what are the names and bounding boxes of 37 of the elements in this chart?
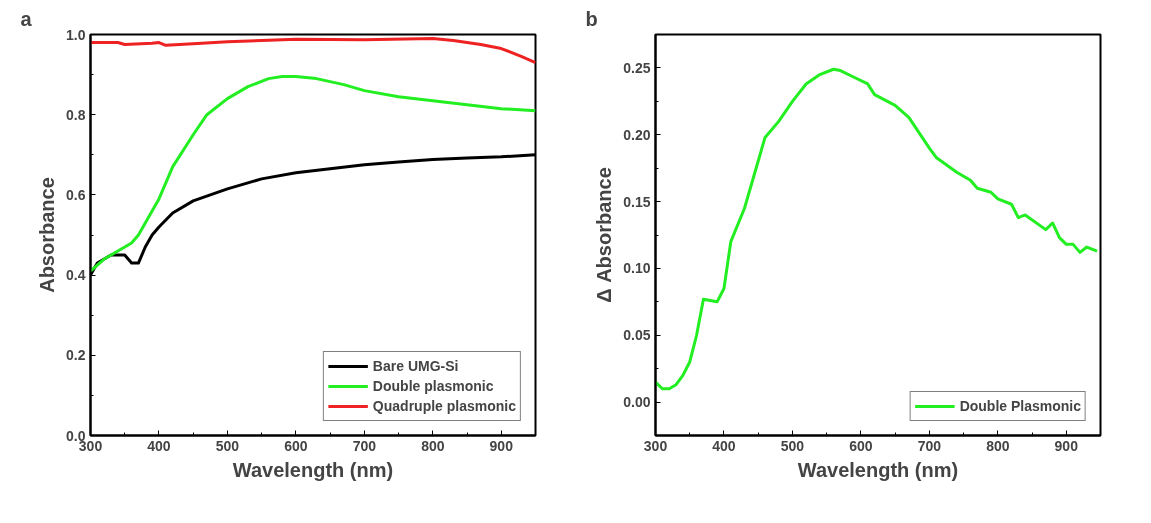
y-tick-label: 0.4 [66, 267, 86, 284]
y-tick-label: 1.0 [66, 26, 86, 43]
y-tick-label: 0.25 [623, 59, 651, 76]
y-tick-label: 0.8 [66, 106, 86, 123]
legend-label: Double Plasmonic [959, 398, 1081, 414]
x-axis-title: Wavelength (nm) [797, 458, 959, 481]
x-tick-label: 600 [284, 437, 308, 454]
y-tick-label: 0.10 [623, 260, 651, 277]
x-tick-label: 800 [986, 437, 1010, 454]
y-tick-label: 0.2 [66, 347, 86, 364]
y-tick-label: 0.20 [623, 126, 651, 143]
y-tick-label: 0.6 [66, 186, 86, 203]
x-tick-label: 400 [712, 437, 736, 454]
y-axis-title: Δ Absorbance [593, 167, 616, 303]
x-tick-label: 600 [849, 437, 873, 454]
line-series [90, 37, 536, 65]
line-series [90, 75, 536, 273]
x-tick-label: 800 [421, 437, 445, 454]
x-tick-label: 300 [643, 437, 668, 454]
legend-label: Double plasmonic [372, 378, 494, 394]
y-tick-label: 0.00 [623, 394, 651, 411]
y-axis-title: Absorbance [36, 177, 59, 293]
x-tick-label: 900 [1054, 437, 1079, 454]
legend-label: Quadruple plasmonic [372, 398, 516, 414]
x-tick-label: 700 [917, 437, 942, 454]
x-tick-label: 500 [215, 437, 240, 454]
x-tick-label: 700 [352, 437, 377, 454]
x-tick-label: 500 [780, 437, 805, 454]
x-tick-label: 900 [489, 437, 514, 454]
line-series [655, 67, 1099, 391]
y-tick-label: 0.05 [623, 327, 651, 344]
x-axis-title: Wavelength (nm) [232, 458, 394, 481]
x-tick-label: 400 [147, 437, 171, 454]
y-tick-label: 0.15 [623, 193, 651, 210]
text: b [585, 7, 598, 30]
legend-label: Bare UMG-Si [372, 358, 459, 374]
text: a [20, 7, 33, 30]
